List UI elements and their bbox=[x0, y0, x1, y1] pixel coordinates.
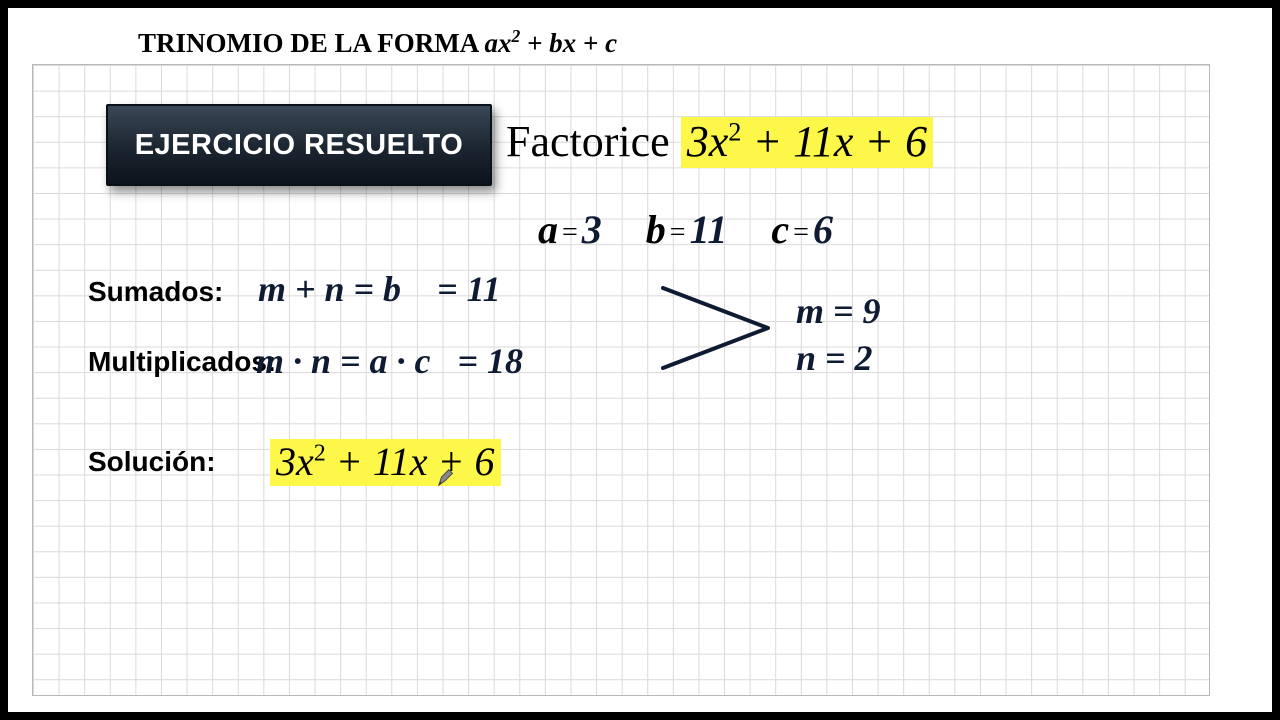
sumados-lhs: m + n = b bbox=[258, 269, 401, 309]
m-value: m = 9 bbox=[796, 288, 881, 335]
title-formula-exp: 2 bbox=[512, 26, 521, 46]
coeff-c-value: 6 bbox=[813, 207, 833, 252]
coeff-b-value: 11 bbox=[690, 207, 728, 252]
coeff-b: b=11 bbox=[646, 206, 728, 253]
factorice-poly-rest: + 11x + 6 bbox=[741, 117, 927, 166]
title-formula-a: ax bbox=[485, 28, 512, 58]
coeff-c-label: c bbox=[771, 207, 789, 252]
solucion-label: Solución: bbox=[88, 446, 216, 478]
multiplicados-expression: m · n = a · c = 18 bbox=[256, 340, 523, 382]
title-formula: ax2 + bx + c bbox=[485, 28, 618, 58]
n-value: n = 2 bbox=[796, 335, 881, 382]
sumados-label: Sumados: bbox=[88, 276, 223, 308]
title-formula-rest: + bx + c bbox=[520, 28, 617, 58]
coefficients-row: a=3 b=11 c=6 bbox=[538, 206, 833, 253]
sol-poly-rest: + 11x + 6 bbox=[326, 439, 495, 484]
page: TRINOMIO DE LA FORMA ax2 + bx + c EJERCI… bbox=[8, 8, 1272, 712]
factorice-polynomial: 3x2 + 11x + 6 bbox=[681, 117, 933, 168]
solucion-polynomial: 3x2 + 11x + 6 bbox=[270, 439, 501, 486]
exercise-badge-label: EJERCICIO RESUELTO bbox=[135, 129, 464, 162]
coeff-b-label: b bbox=[646, 207, 666, 252]
sumados-expression: m + n = b = 11 bbox=[258, 268, 501, 310]
coeff-a-value: 3 bbox=[582, 207, 602, 252]
exercise-badge: EJERCICIO RESUELTO bbox=[106, 104, 492, 186]
sumados-rhs: = 11 bbox=[437, 269, 501, 309]
title-prefix: TRINOMIO DE LA FORMA bbox=[138, 28, 485, 58]
multiplicados-label: Multiplicados: bbox=[88, 346, 276, 378]
factorice-word: Factorice bbox=[506, 117, 681, 166]
mult-rhs: = 18 bbox=[458, 341, 524, 381]
factorice-poly-exp: 2 bbox=[728, 116, 741, 146]
mult-lhs: m · n = a · c bbox=[256, 341, 431, 381]
sol-poly-exp: 2 bbox=[314, 441, 326, 467]
factorice-line: Factorice 3x2 + 11x + 6 bbox=[506, 116, 933, 167]
solucion-expression: 3x2 + 11x + 6 bbox=[270, 438, 501, 485]
mn-results: m = 9 n = 2 bbox=[796, 288, 881, 382]
page-title: TRINOMIO DE LA FORMA ax2 + bx + c bbox=[138, 26, 617, 59]
coeff-a: a=3 bbox=[538, 206, 602, 253]
coeff-c: c=6 bbox=[771, 206, 833, 253]
coeff-a-label: a bbox=[538, 207, 558, 252]
sol-poly-a: 3x bbox=[276, 439, 314, 484]
factorice-poly-a: 3x bbox=[687, 117, 729, 166]
